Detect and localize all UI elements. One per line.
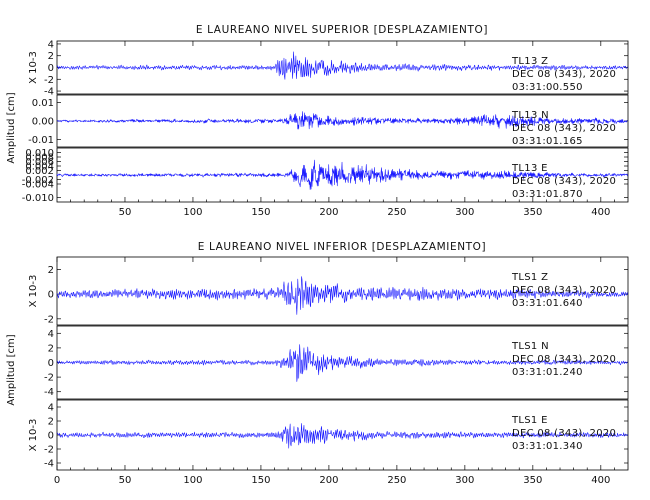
x-tick-label: 400 (591, 207, 610, 218)
x-tick-label: 350 (523, 475, 542, 486)
x-axis: 50 100 150 200 250 300 350 400 (70, 41, 615, 218)
waveform-trace (56, 423, 628, 449)
y-tick-label: 0.010 (25, 148, 54, 159)
y-tick-label: 2 (48, 343, 54, 354)
y-tick-label: 0.004 (25, 162, 54, 173)
panel-frame (56, 256, 629, 326)
trace-panel: -0.01 0.00 0.01 TL13 N DEC 08 (343), 2020 03:… (28, 94, 629, 148)
y-tick-label: -2 (44, 373, 54, 384)
y-tick-label: 0.00 (32, 117, 54, 128)
x-tick-label: 100 (183, 475, 202, 486)
x-tick-label: 50 (119, 207, 132, 218)
x-tick-label: 150 (251, 475, 270, 486)
y-tick-label: 4 (48, 403, 54, 414)
y-tick-label: 2 (48, 265, 54, 276)
trace-panel: -0.010 -0.004-0.0020.0020.0040.0060.0080.… (22, 147, 629, 204)
station-label: TLS1 N (511, 341, 549, 352)
panel-group: -2 0 2 X 10-3 TLS1 Z DEC 08 (343), 2020 03:31:… (28, 256, 629, 471)
time-label: 03:31:01.165 (512, 136, 583, 147)
y-tick-label: -0.004 (22, 180, 54, 191)
y-tick-label: 4 (48, 329, 54, 340)
chart-title: E LAUREANO NIVEL INFERIOR [DESPLAZAMIENT… (198, 241, 486, 253)
x-tick-label: 100 (183, 207, 202, 218)
y-tick-label: -0.002 (22, 175, 54, 186)
station-label: TL13 N (511, 110, 549, 121)
station-label: TLS1 E (511, 415, 548, 426)
y-tick-label: -0.01 (28, 135, 54, 146)
y-tick-label: 0.006 (25, 157, 54, 168)
x-tick-label: 150 (251, 207, 270, 218)
y-tick-label: -2 (44, 314, 54, 325)
y-tick-label: -0.010 (22, 193, 54, 204)
y-tick-label: 0.008 (25, 153, 54, 164)
time-label: 03:31:00.550 (512, 82, 583, 93)
y-tick-label: -2 (44, 445, 54, 456)
y-scale-label: X 10-3 (28, 51, 39, 84)
y-tick-label: -4 (44, 87, 54, 98)
x-axis: 0 50 100 150 200 250 300 350 400 (54, 257, 615, 486)
station-label: TL13 Z (511, 56, 548, 67)
y-tick-label: 0.002 (25, 166, 54, 177)
date-label: DEC 08 (343), 2020 (512, 285, 616, 296)
waveform-trace (56, 159, 628, 190)
y-tick-label: -4 (44, 459, 54, 470)
y-tick-label: 2 (48, 417, 54, 428)
y-tick-label: -2 (44, 75, 54, 86)
x-tick-label: 200 (319, 207, 338, 218)
chart-upper: E LAUREANO NIVEL SUPERIOR [DESPLAZAMIENT… (6, 24, 629, 218)
trace-panel: -4 -2 0 2 4 X 10-3 TLS1 E DEC 08 (343), 2020 03:… (28, 399, 629, 471)
trace-panel: -4 -2 0 2 4 TLS1 N DEC 08 (343), 2020 03:31:01.… (44, 325, 629, 400)
chart-title: E LAUREANO NIVEL SUPERIOR [DESPLAZAMIENT… (196, 24, 488, 36)
date-label: DEC 08 (343), 2020 (512, 123, 616, 134)
y-scale-label: X 10-3 (28, 419, 39, 452)
date-label: DEC 08 (343), 2020 (512, 354, 616, 365)
y-tick-label: -4 (44, 387, 54, 398)
time-label: 03:31:01.640 (512, 298, 583, 309)
waveform-trace (56, 51, 628, 80)
y-scale-label: X 10-3 (28, 275, 39, 308)
chart-lower: E LAUREANO NIVEL INFERIOR [DESPLAZAMIENT… (6, 241, 629, 486)
x-tick-label: 250 (387, 475, 406, 486)
x-tick-label: 50 (119, 475, 132, 486)
station-label: TLS1 Z (511, 272, 548, 283)
waveform-trace (56, 111, 628, 130)
date-label: DEC 08 (343), 2020 (512, 428, 616, 439)
y-tick-label: 4 (48, 39, 54, 50)
time-label: 03:31:01.870 (512, 189, 583, 200)
waveform-trace (56, 344, 628, 382)
x-tick-label: 350 (523, 207, 542, 218)
x-tick-label: 200 (319, 475, 338, 486)
x-tick-label: 300 (455, 475, 474, 486)
time-label: 03:31:01.340 (512, 441, 583, 452)
trace-panel: -2 0 2 X 10-3 TLS1 Z DEC 08 (343), 2020 03:31:… (28, 256, 629, 326)
y-tick-label: 0 (48, 290, 54, 301)
y-tick-label: 2 (48, 51, 54, 62)
x-tick-label: 300 (455, 207, 474, 218)
y-tick-label: 0 (48, 358, 54, 369)
y-axis-label: Amplitud [cm] (6, 334, 17, 405)
y-axis-label: Amplitud [cm] (6, 92, 17, 163)
station-label: TL13 E (511, 163, 548, 174)
y-tick-label: 0 (48, 63, 54, 74)
x-tick-label: 250 (387, 207, 406, 218)
date-label: DEC 08 (343), 2020 (512, 69, 616, 80)
waveform-trace (56, 276, 628, 315)
date-label: DEC 08 (343), 2020 (512, 176, 616, 187)
time-label: 03:31:01.240 (512, 367, 583, 378)
y-tick-label: 0 (48, 431, 54, 442)
x-tick-label: 0 (54, 475, 60, 486)
y-tick-label: 0.01 (32, 98, 54, 109)
x-tick-label: 400 (591, 475, 610, 486)
